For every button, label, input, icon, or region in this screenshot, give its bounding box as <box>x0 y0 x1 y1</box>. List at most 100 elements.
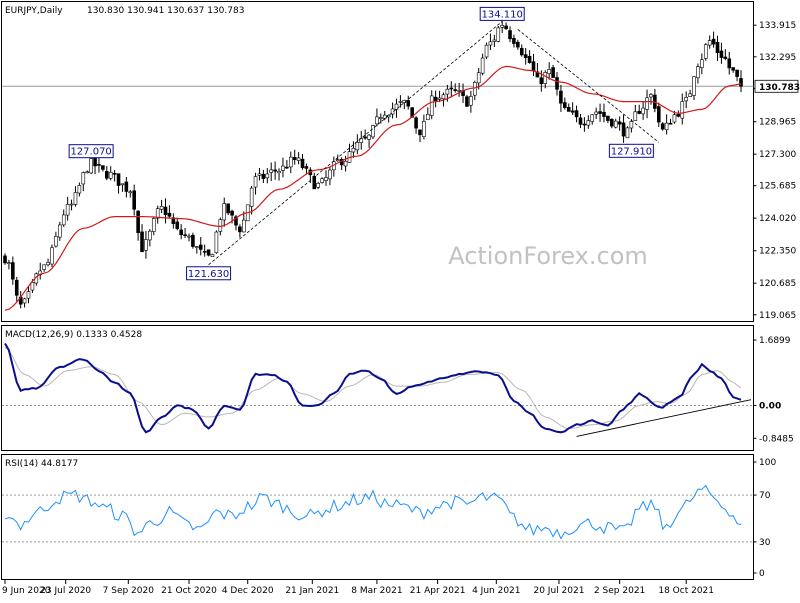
candle-body-up <box>386 114 391 118</box>
candle <box>265 168 270 184</box>
candle-body-down <box>731 67 735 71</box>
candle-body-up <box>696 66 700 79</box>
candle <box>496 26 501 43</box>
candle <box>242 211 246 233</box>
candle <box>69 199 74 211</box>
candle-body-down <box>504 25 508 30</box>
candle-body-down <box>175 221 180 229</box>
candle-body-up <box>469 96 473 106</box>
x-tick-label: 7 Sep 2020 <box>103 586 155 596</box>
x-tick-label: 21 Jan 2021 <box>285 586 339 596</box>
price-y-tick-label: 122.350 <box>759 247 796 257</box>
candle-body-down <box>570 110 575 113</box>
candle <box>226 203 230 215</box>
candle-body-down <box>578 117 583 125</box>
candle <box>629 119 634 133</box>
candle-body-down <box>104 171 109 179</box>
candle <box>394 98 399 118</box>
candle-body-down <box>539 77 544 85</box>
candle-body-down <box>676 113 681 117</box>
candle-body-up <box>288 156 293 168</box>
candle <box>559 84 563 112</box>
candle-body-down <box>206 249 211 256</box>
candle <box>288 151 293 174</box>
candle-body-up <box>151 218 156 232</box>
candle <box>238 224 242 238</box>
candle <box>104 165 109 181</box>
candle <box>132 184 136 216</box>
candle <box>261 169 266 183</box>
rsi-panel <box>1 454 754 580</box>
candle-body-up <box>625 127 630 139</box>
candle-body-up <box>398 101 403 103</box>
candle-body-down <box>140 231 144 253</box>
candle-body-up <box>335 159 340 162</box>
candle <box>668 118 673 125</box>
candle-body-up <box>148 230 152 241</box>
candle <box>253 172 258 195</box>
candle-body-up <box>277 171 281 174</box>
candle <box>406 95 411 110</box>
candle-body-down <box>555 77 559 90</box>
current-price-label: 130.783 <box>759 83 800 93</box>
price-callout-box <box>186 266 232 281</box>
candle-body-up <box>242 219 246 233</box>
candle <box>570 102 575 115</box>
candle-body-up <box>437 97 442 100</box>
candle-body-down <box>124 181 129 192</box>
candle <box>136 210 140 241</box>
candle-body-down <box>14 279 19 296</box>
candle <box>324 170 328 186</box>
candle <box>144 230 148 259</box>
candle-body-down <box>566 107 571 112</box>
candle-body-down <box>202 250 207 253</box>
x-tick-label: 21 Oct 2020 <box>161 586 217 596</box>
candle-body-down <box>3 255 7 264</box>
candle <box>472 80 477 101</box>
candle-body-down <box>719 50 724 58</box>
macd-y-tick-label: -0.8485 <box>759 434 794 444</box>
candle-body-up <box>218 219 223 232</box>
candle <box>633 104 638 121</box>
candle-body-down <box>406 100 411 107</box>
candle <box>328 167 332 186</box>
candle <box>660 122 665 131</box>
candle-body-up <box>492 39 497 42</box>
candle-body-up <box>351 147 356 153</box>
candle-body-down <box>715 41 720 54</box>
candle-body-up <box>328 169 332 180</box>
current-price-badge: 130.783 <box>754 79 800 93</box>
candle-body-down <box>179 229 183 236</box>
candle-body-down <box>112 173 117 175</box>
rsi-y-tick-label: 0 <box>759 569 765 579</box>
candle <box>480 53 485 76</box>
candle <box>159 199 164 214</box>
candle <box>281 157 285 178</box>
price-y-tick-label: 127.300 <box>759 150 796 160</box>
candle-body-up <box>320 178 324 183</box>
candle <box>437 90 442 103</box>
candle <box>563 97 567 110</box>
price-y-tick-label: 119.065 <box>759 311 796 321</box>
candle-body-up <box>688 93 692 97</box>
candle-body-down <box>363 136 367 139</box>
candle-body-up <box>359 138 364 143</box>
candle-body-down <box>433 96 438 102</box>
candle <box>492 34 497 48</box>
candle-body-up <box>61 214 66 226</box>
candle <box>206 249 211 257</box>
candle-body-up <box>707 40 712 46</box>
candle <box>426 107 430 121</box>
candle <box>163 198 168 224</box>
price-callout: 121.630 <box>186 266 232 281</box>
candle-body-up <box>128 191 133 194</box>
candle <box>582 117 587 132</box>
candle-body-down <box>551 67 555 78</box>
candle <box>516 39 520 50</box>
candle-body-up <box>324 177 328 181</box>
price-y-tick-label: 124.020 <box>759 214 796 224</box>
candle <box>586 115 591 129</box>
macd-header: MACD(12,26,9) 0.1333 0.4528 <box>5 330 142 340</box>
candle-body-down <box>739 78 743 87</box>
candle-body-down <box>711 38 716 45</box>
